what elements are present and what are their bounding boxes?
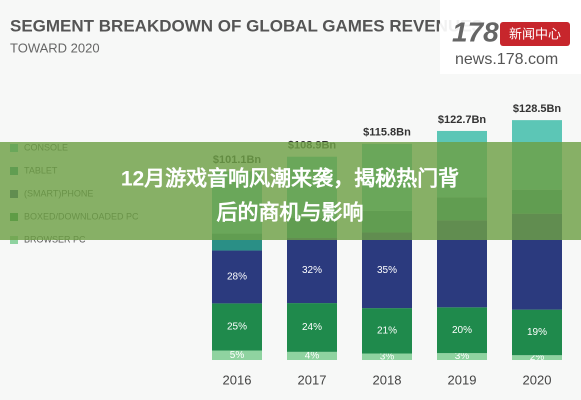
value-label: 19% bbox=[527, 327, 547, 338]
x-tick-label: 2018 bbox=[373, 372, 402, 387]
bar-segment bbox=[512, 309, 562, 356]
value-label: 2% bbox=[530, 352, 545, 363]
value-label: 4% bbox=[305, 351, 320, 362]
value-label: 25% bbox=[227, 322, 247, 333]
bar-segment bbox=[287, 238, 337, 304]
bar-segment bbox=[362, 308, 412, 354]
bar-segment bbox=[362, 353, 412, 360]
value-label: 20% bbox=[452, 325, 472, 336]
total-label: $115.8Bn bbox=[363, 127, 411, 139]
banner-line: 12月游戏音响风潮来袭，揭秘热门背 bbox=[121, 167, 459, 191]
bar-segment bbox=[437, 307, 487, 354]
value-label: 3% bbox=[455, 351, 470, 362]
bar-segment bbox=[287, 303, 337, 352]
bar-segment bbox=[437, 353, 487, 360]
x-tick-label: 2016 bbox=[223, 372, 252, 387]
watermark-logo: 178 bbox=[452, 16, 499, 47]
bar-segment bbox=[212, 350, 262, 360]
chart-title: SEGMENT BREAKDOWN OF GLOBAL GAMES REVENU… bbox=[10, 16, 483, 35]
value-label: 32% bbox=[302, 265, 322, 276]
banner-line: 后的商机与影响 bbox=[217, 201, 364, 225]
watermark-channel: 新闻中心 bbox=[509, 26, 561, 41]
total-label: $128.5Bn bbox=[513, 103, 562, 115]
x-tick-label: 2020 bbox=[523, 372, 552, 387]
watermark-badge bbox=[500, 22, 570, 46]
bar-segment bbox=[287, 351, 337, 360]
value-label: 28% bbox=[227, 272, 247, 283]
watermark-url: news.178.com bbox=[455, 51, 558, 68]
x-tick-label: 2017 bbox=[298, 372, 327, 387]
total-label: $122.7Bn bbox=[438, 114, 487, 126]
bar-segment bbox=[212, 250, 262, 304]
value-label: 5% bbox=[230, 350, 245, 361]
bar-segment bbox=[512, 355, 562, 360]
bar-segment bbox=[362, 232, 412, 309]
value-label: 3% bbox=[380, 351, 395, 362]
value-label: 24% bbox=[302, 322, 322, 333]
bar-segment bbox=[212, 303, 262, 351]
chart-subtitle: TOWARD 2020 bbox=[10, 40, 100, 55]
value-label: 21% bbox=[377, 325, 397, 336]
banner bbox=[0, 142, 581, 240]
x-tick-label: 2019 bbox=[448, 372, 477, 387]
value-label: 35% bbox=[377, 265, 397, 276]
